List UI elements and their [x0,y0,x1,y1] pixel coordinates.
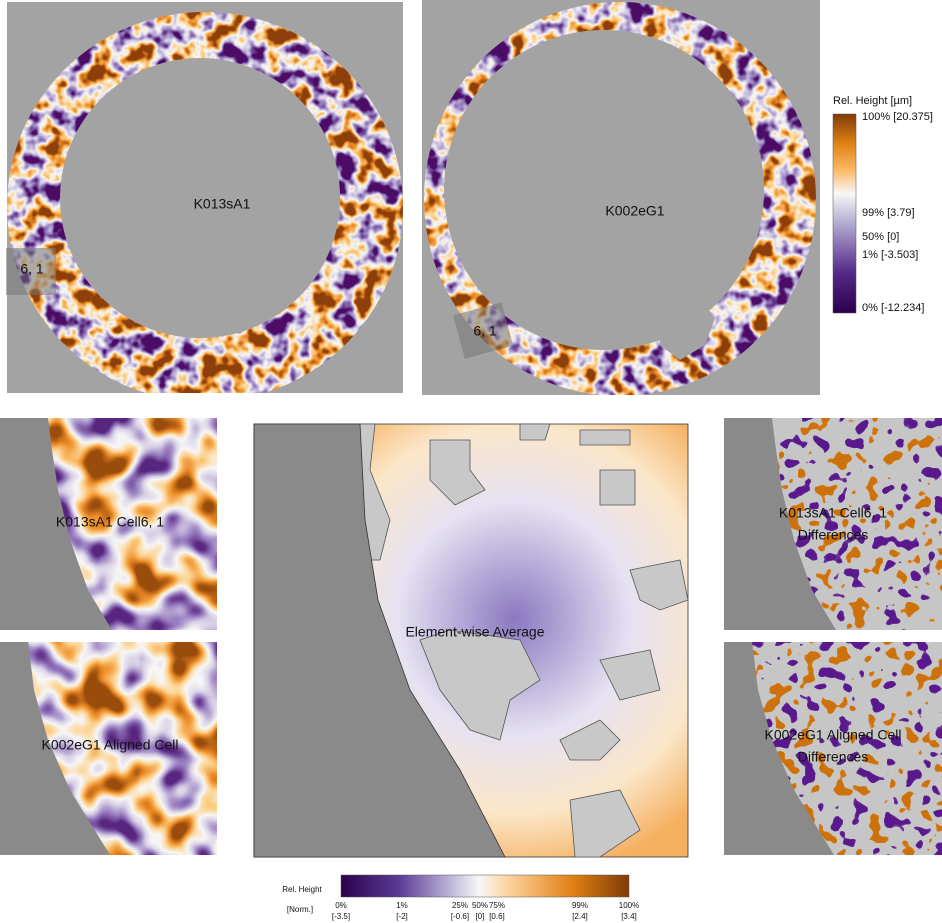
colorbar-label: 0% [-12.234] [862,302,924,314]
cell-label: Differences [798,527,869,543]
norm-tick-percent: 50% [472,901,488,910]
norm-tick-value: [-3.5] [332,912,350,921]
cell-source: K013sA1 Cell6, 1 [0,418,217,630]
cell-average: Element-wise Average [253,423,689,858]
ring-panel-left: K013sA1 6, 1 [6,2,403,393]
norm-colorbar: Rel. Height [Norm.] 0% [-3.5] 1% [-2] 25% [-0… [282,874,639,921]
cell-label: Element-wise Average [405,624,544,640]
colorbar-label: 50% [0] [862,231,899,243]
cell-box [453,302,514,359]
norm-tick-value: [2.4] [572,912,588,921]
ring-label: K013sA1 [194,196,251,212]
norm-tick-value: [-2] [396,912,408,921]
ring-label: K002eG1 [605,203,664,219]
norm-tick-value: [-0.6] [451,912,469,921]
colorbar-label: 99% [3.79] [862,207,915,219]
ring-panel-right: K002eG1 6, 1 [422,0,820,395]
cell-label: K013sA1 Cell6, 1 [56,514,164,530]
cell-label: K002eG1 Aligned Cell [42,737,179,753]
norm-tick-percent: 100% [619,901,639,910]
norm-tick-value: [0.6] [489,912,505,921]
colorbar-title: Rel. Height [µm] [833,95,912,107]
norm-colorbar-subtitle: [Norm.] [287,905,313,914]
norm-tick-percent: 0% [335,901,347,910]
cell-label: 6, 1 [20,261,44,277]
norm-tick-percent: 25% [452,901,468,910]
cell-box [6,248,56,295]
cell-aligned-diff: K002eG1 Aligned Cell Differences [724,642,942,855]
cell-aligned: K002eG1 Aligned Cell [0,642,217,855]
norm-tick-value: [0] [476,912,485,921]
norm-tick-percent: 99% [572,901,588,910]
colorbar-label: 1% [-3.503] [862,249,918,261]
norm-colorbar-title: Rel. Height [282,885,322,894]
cell-label: K002eG1 Aligned Cell [765,727,902,743]
colorbar: Rel. Height [µm] 100% [20.375] 99% [3.79]… [832,95,933,314]
cell-label: Differences [798,749,869,765]
norm-tick-percent: 1% [396,901,408,910]
norm-tick-value: [3.4] [621,912,637,921]
cell-source-diff: K013sA1 Cell6, 1 Differences [724,418,942,630]
cell-label: 6, 1 [473,323,497,339]
cell-label: K013sA1 Cell6, 1 [779,505,887,521]
colorbar-label: 100% [20.375] [862,111,933,123]
norm-tick-percent: 75% [489,901,505,910]
